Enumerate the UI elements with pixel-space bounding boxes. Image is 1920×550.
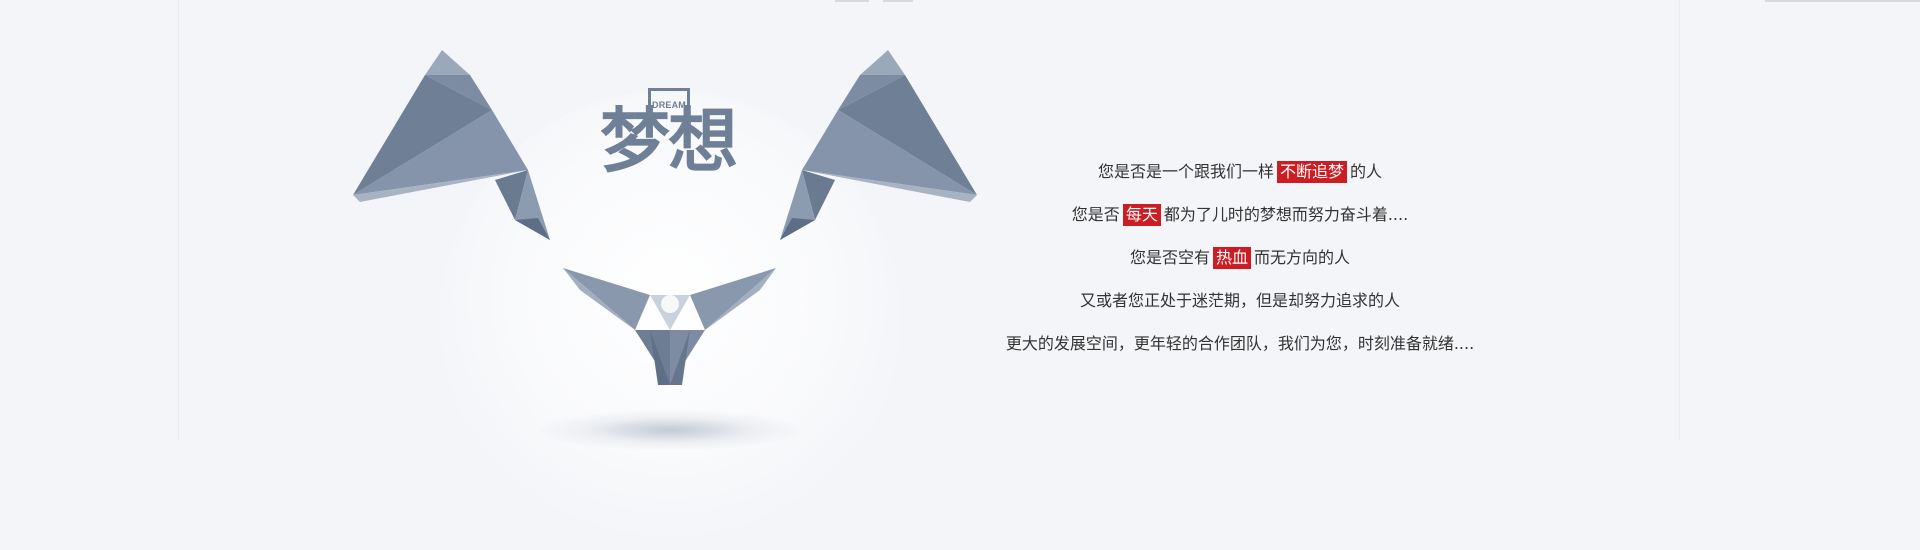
highlight-badge: 不断追梦	[1276, 161, 1347, 183]
copy-text: 您是否空有	[1129, 248, 1210, 267]
copy-line: 更大的发展空间，更年轻的合作团队，我们为您，时刻准备就绪....	[950, 322, 1530, 365]
highlight-badge: 每天	[1122, 204, 1161, 226]
copy-text: 都为了儿时的梦想而努力奋斗着....	[1163, 205, 1409, 224]
copy-text: 更大的发展空间，更年轻的合作团队，我们为您，时刻准备就绪....	[1005, 334, 1475, 353]
copy-text: 又或者您正处于迷茫期，但是却努力追求的人	[1079, 291, 1400, 310]
top-decoration	[1765, 0, 1920, 2]
copy-text: 的人	[1350, 162, 1383, 181]
copy-line: 您是否是一个跟我们一样 不断追梦 的人	[950, 150, 1530, 193]
origami-bird-right-icon	[780, 50, 977, 240]
dream-tag: DREAM	[652, 100, 686, 110]
frame-divider-left	[178, 0, 179, 440]
copy-line: 您是否 每天 都为了儿时的梦想而努力奋斗着....	[950, 193, 1530, 236]
origami-bird-left-icon	[353, 50, 550, 240]
highlight-badge: 热血	[1212, 247, 1251, 269]
origami-birds-illustration	[353, 50, 977, 385]
top-decoration	[883, 0, 913, 2]
copy-text: 您是否	[1071, 205, 1120, 224]
floor-shadow	[540, 410, 800, 450]
dream-title: DREAM 梦想	[600, 88, 750, 188]
copy-text: 而无方向的人	[1254, 248, 1351, 267]
dream-frame-decoration	[648, 88, 690, 116]
origami-bird-bottom-icon	[563, 268, 776, 385]
top-decoration	[835, 0, 869, 2]
frame-divider-right	[1679, 0, 1680, 440]
copy-line: 又或者您正处于迷茫期，但是却努力追求的人	[950, 279, 1530, 322]
page-title: 梦想	[600, 100, 738, 182]
copy-text: 您是否是一个跟我们一样	[1097, 162, 1274, 181]
copy-line: 您是否空有 热血 而无方向的人	[950, 236, 1530, 279]
dream-copy: 您是否是一个跟我们一样 不断追梦 的人 您是否 每天 都为了儿时的梦想而努力奋斗着...…	[950, 150, 1530, 365]
